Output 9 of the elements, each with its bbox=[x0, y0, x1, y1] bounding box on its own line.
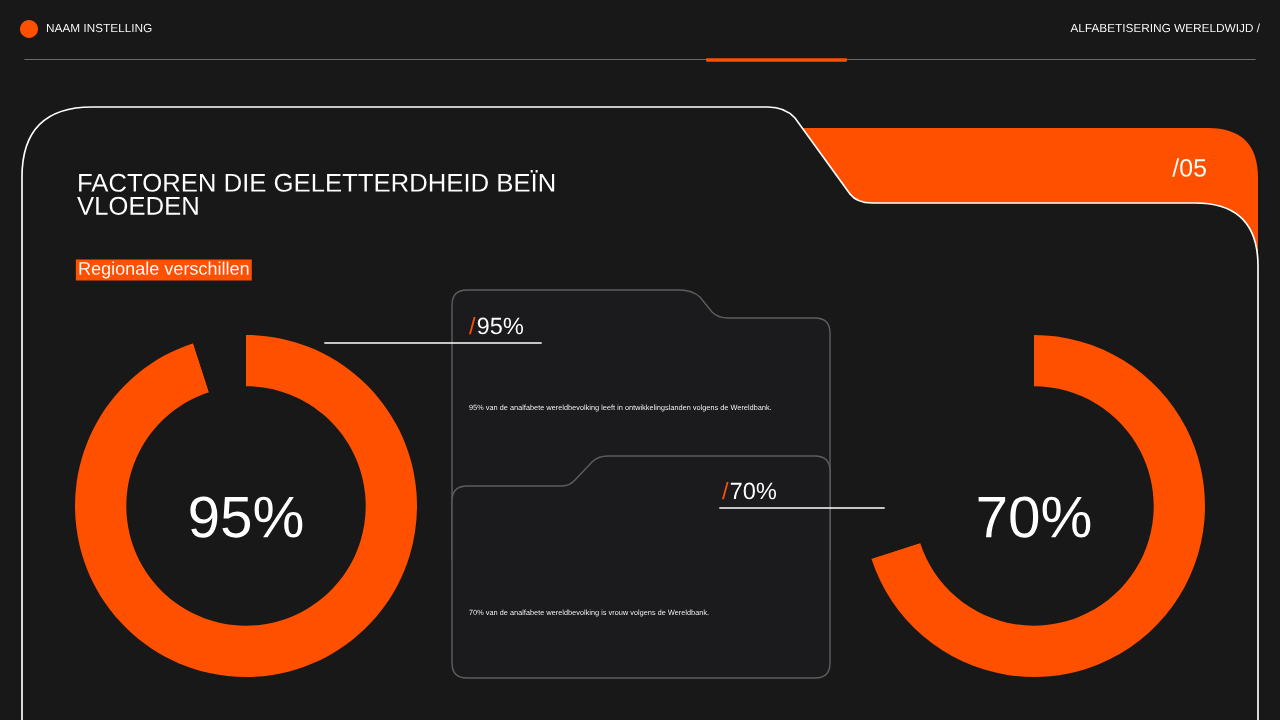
text: NAAM INSTELLING bbox=[46, 23, 152, 33]
text: /70% bbox=[722, 481, 777, 500]
text: ALFABETISERING WERELDWIJD / bbox=[1070, 23, 1260, 33]
data-label: 70% bbox=[978, 496, 1091, 538]
chart-subtitle: Regionale verschillen bbox=[79, 261, 249, 279]
text: /95% bbox=[469, 316, 524, 335]
text: /05 bbox=[1172, 158, 1206, 177]
chart-title: FACTOREN DIE GELETTERDHEID BEÏN VLOEDEN bbox=[77, 170, 555, 215]
data-label: 95% bbox=[190, 496, 303, 538]
